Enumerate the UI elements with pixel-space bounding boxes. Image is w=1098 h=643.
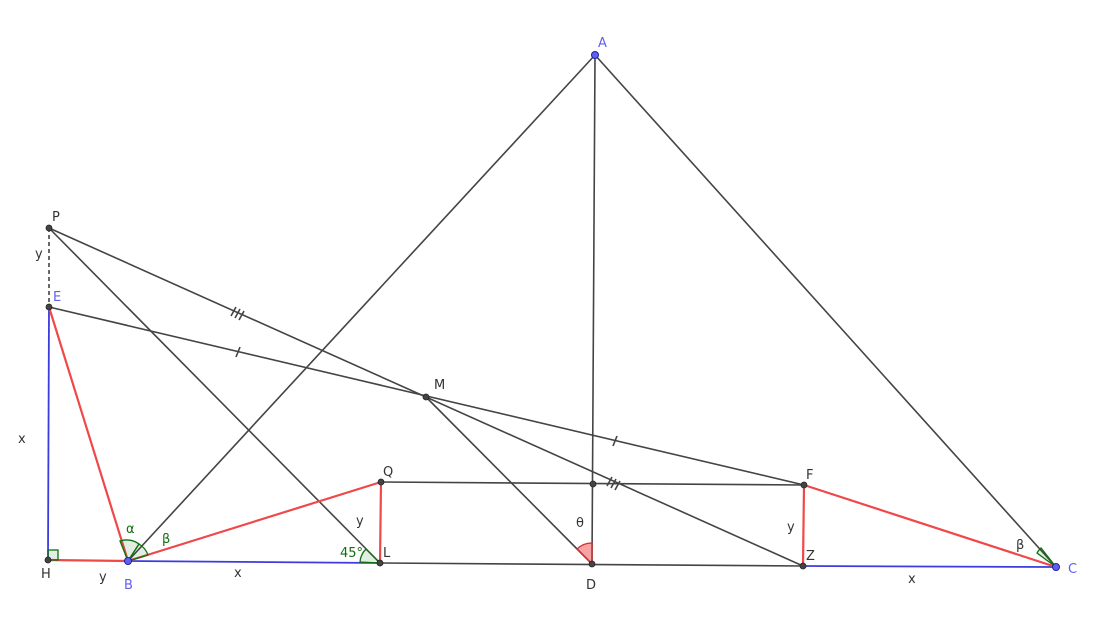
segment-FZ [801,484,806,567]
label-beta-B: β [162,532,170,547]
label-y-PE: y [35,247,43,262]
point-Z[interactable] [799,562,807,570]
label-B: B [124,578,133,593]
label-y-QL: y [356,514,364,529]
segment-QL [378,481,383,564]
segment-BL [127,560,381,564]
angle-45-arc [359,548,382,564]
angle-beta-C-arc [1036,547,1057,568]
point-C[interactable] [1052,563,1060,571]
point-P[interactable] [45,224,53,232]
triple-tick-PM [230,306,245,321]
segment-AD [591,54,596,565]
label-A: A [598,36,607,51]
segment-MD [425,396,593,565]
segment-BE [47,306,130,562]
segment-AC [594,54,1057,568]
segment-AB [127,54,596,562]
segment-BQ [127,480,382,563]
label-y-HB: y [99,570,107,585]
label-Z: Z [806,549,815,564]
label-x-HE: x [18,432,26,447]
label-Q: Q [383,465,393,480]
point-M[interactable] [422,393,430,401]
point-D[interactable] [588,560,596,568]
segment-PL [48,227,381,564]
tick-EM [235,346,241,358]
segment-ZC [802,565,1057,568]
angle-theta-arc [576,542,593,566]
point-F[interactable] [800,481,808,489]
label-M: M [434,378,445,393]
label-theta: θ [576,516,584,531]
right-angle-H [47,549,59,561]
label-x-BL: x [234,566,242,581]
label-C: C [1068,562,1077,577]
label-y-FZ: y [787,520,795,535]
angle-beta-B-arc [126,543,149,563]
tick-MF [612,435,618,447]
segment-HE [47,306,50,561]
triple-tick-MZ [606,476,621,491]
point-E[interactable] [45,303,53,311]
label-beta-C: β [1016,538,1024,553]
label-F: F [806,468,813,483]
label-alpha: α [126,522,135,537]
label-L: L [383,546,391,561]
label-45: 45° [340,546,363,561]
segment-FC [803,483,1057,569]
label-D: D [586,578,596,593]
point-B[interactable] [124,557,132,565]
point-L[interactable] [376,559,384,567]
point-AD-QF-intersection [589,480,597,488]
label-E: E [53,290,61,305]
point-A[interactable] [591,51,599,59]
segment-HB [47,558,129,563]
label-x-ZC: x [908,572,916,587]
label-H: H [41,567,51,582]
point-H[interactable] [44,556,52,564]
point-Q[interactable] [377,478,385,486]
label-P: P [52,210,60,225]
